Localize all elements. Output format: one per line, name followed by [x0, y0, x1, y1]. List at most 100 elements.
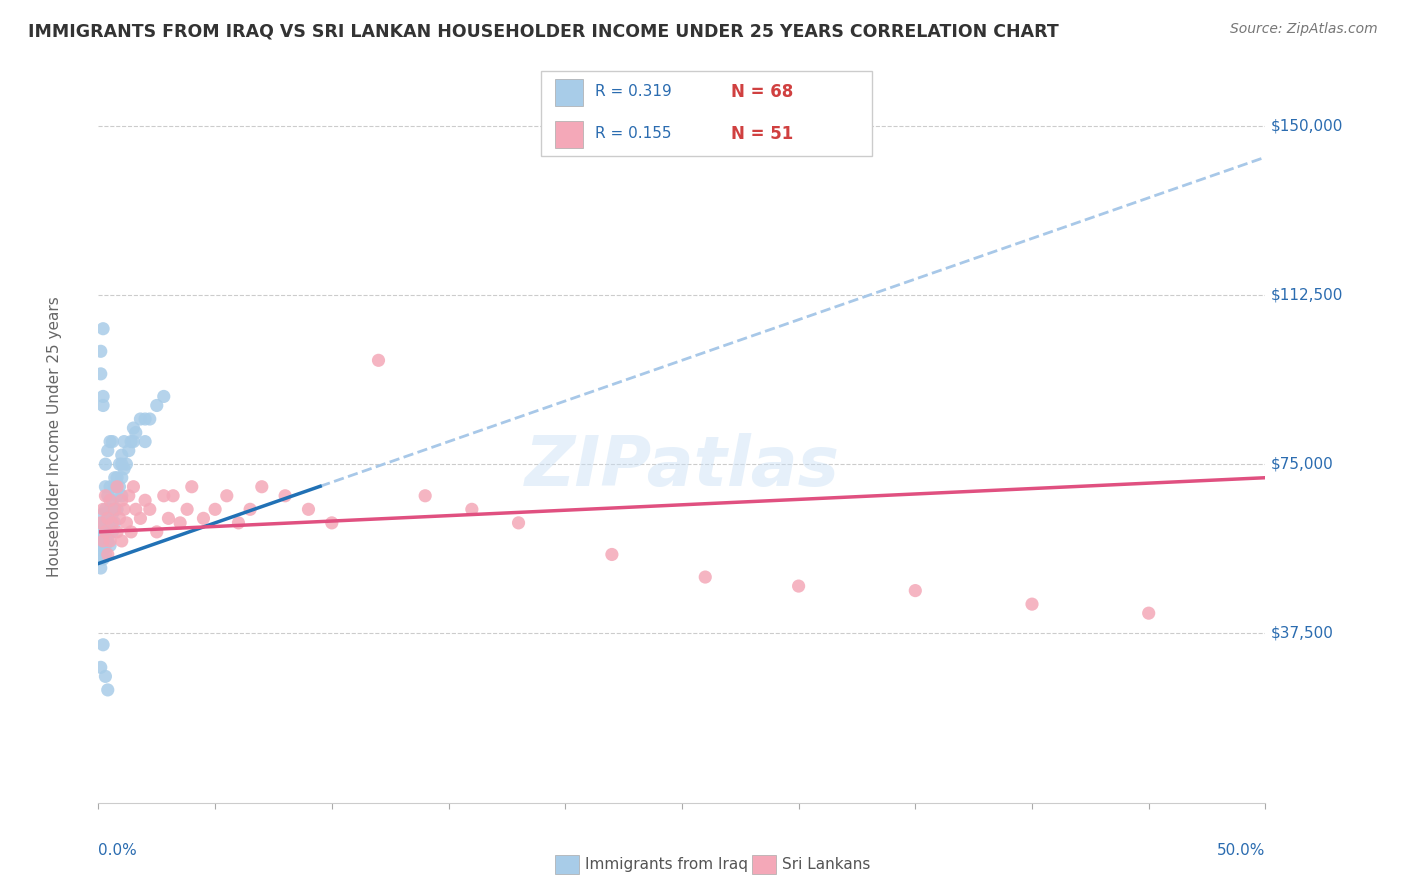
Point: [104, 502, 127, 516]
Point: [111, 448, 134, 462]
Point: [111, 493, 134, 508]
Point: [91, 529, 114, 543]
Point: [180, 480, 202, 494]
Point: [169, 516, 191, 530]
Point: [101, 524, 124, 539]
Point: [695, 570, 717, 584]
Text: $150,000: $150,000: [1271, 118, 1344, 133]
Point: [90, 660, 112, 674]
Point: [1137, 606, 1160, 620]
Point: [228, 516, 250, 530]
Point: [122, 434, 145, 449]
Point: [139, 502, 162, 516]
Point: [461, 502, 484, 516]
Point: [91, 399, 114, 413]
Point: [152, 489, 174, 503]
Point: [321, 516, 343, 530]
Point: [274, 489, 297, 503]
Point: [98, 538, 121, 552]
Point: [97, 548, 120, 562]
Point: [90, 533, 112, 548]
Point: [91, 533, 114, 548]
Point: [204, 502, 226, 516]
Point: [193, 511, 215, 525]
Point: [104, 502, 127, 516]
Point: [134, 434, 156, 449]
Point: [146, 524, 169, 539]
Point: [115, 516, 138, 530]
Point: [139, 412, 162, 426]
Point: [97, 489, 120, 503]
Point: [125, 425, 148, 440]
Point: [134, 412, 156, 426]
Point: [97, 524, 120, 539]
Point: [90, 344, 112, 359]
Point: [108, 511, 131, 525]
Point: [91, 533, 114, 548]
Point: [787, 579, 810, 593]
Point: [297, 502, 319, 516]
Point: [91, 516, 114, 530]
Point: [152, 389, 174, 403]
Point: [129, 511, 152, 525]
Point: [108, 457, 131, 471]
Point: [134, 493, 156, 508]
Point: [90, 538, 112, 552]
Text: Source: ZipAtlas.com: Source: ZipAtlas.com: [1230, 22, 1378, 37]
Point: [146, 399, 169, 413]
Point: [98, 502, 121, 516]
Point: [239, 502, 262, 516]
Point: [118, 489, 141, 503]
Point: [94, 457, 117, 471]
Point: [215, 489, 238, 503]
Point: [97, 533, 120, 548]
Point: [90, 367, 112, 381]
Point: [104, 471, 127, 485]
Point: [508, 516, 530, 530]
Point: [98, 434, 121, 449]
Point: [94, 524, 117, 539]
Point: [94, 524, 117, 539]
Point: [104, 516, 127, 530]
Point: [94, 480, 117, 494]
Point: [904, 583, 927, 598]
Point: [112, 461, 135, 475]
Point: [94, 538, 117, 552]
Point: [94, 516, 117, 530]
Text: $37,500: $37,500: [1271, 626, 1334, 641]
Point: [98, 480, 121, 494]
Point: [105, 489, 128, 503]
Point: [90, 561, 112, 575]
Point: [162, 489, 184, 503]
Point: [108, 480, 131, 494]
Point: [101, 507, 124, 521]
Point: [105, 480, 128, 494]
Point: [94, 669, 117, 683]
Point: [111, 533, 134, 548]
Point: [600, 548, 623, 562]
Point: [122, 421, 145, 435]
Point: [250, 480, 273, 494]
Text: N = 68: N = 68: [731, 83, 793, 101]
Point: [111, 489, 134, 503]
Point: [105, 524, 128, 539]
Text: R = 0.319: R = 0.319: [595, 84, 672, 99]
Point: [91, 552, 114, 566]
Text: $75,000: $75,000: [1271, 457, 1334, 472]
Point: [104, 480, 127, 494]
Text: ZIPatlas: ZIPatlas: [524, 433, 839, 500]
Point: [91, 389, 114, 403]
Point: [413, 489, 436, 503]
Text: $112,500: $112,500: [1271, 287, 1344, 302]
Point: [101, 434, 124, 449]
Point: [90, 524, 112, 539]
Text: R = 0.155: R = 0.155: [595, 127, 671, 142]
Point: [115, 457, 138, 471]
Point: [157, 511, 180, 525]
Point: [97, 443, 120, 458]
Point: [97, 511, 120, 525]
Text: Householder Income Under 25 years: Householder Income Under 25 years: [46, 297, 62, 577]
Point: [105, 471, 128, 485]
Point: [91, 507, 114, 521]
Text: Immigrants from Iraq: Immigrants from Iraq: [585, 857, 748, 871]
